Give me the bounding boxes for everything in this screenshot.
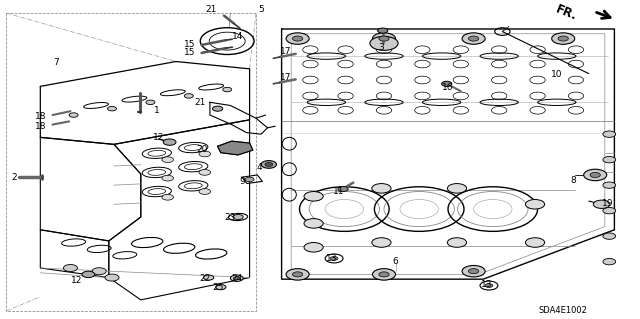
Circle shape [199,151,211,157]
Text: 18: 18 [35,112,46,121]
Circle shape [462,265,485,277]
Circle shape [265,162,273,166]
Polygon shape [218,141,253,155]
Circle shape [162,175,173,181]
Circle shape [204,275,214,280]
Circle shape [442,81,452,86]
Circle shape [379,36,389,41]
Text: 4: 4 [257,163,262,172]
Circle shape [525,199,545,209]
Circle shape [304,219,323,228]
Text: 17: 17 [280,73,292,82]
Text: 24: 24 [231,274,243,283]
Circle shape [63,264,77,271]
Circle shape [162,194,173,200]
Circle shape [286,269,309,280]
Circle shape [378,28,388,33]
Text: 9: 9 [239,177,244,187]
Text: 23: 23 [225,212,236,221]
Circle shape [245,177,254,182]
Text: 12: 12 [71,276,83,285]
Text: 10: 10 [551,70,563,79]
Text: 22: 22 [199,274,211,283]
Text: 12: 12 [153,133,164,143]
Circle shape [223,87,232,92]
Circle shape [603,157,616,163]
Circle shape [233,214,243,219]
Circle shape [261,161,276,168]
Circle shape [304,191,323,201]
Text: 15: 15 [184,48,195,57]
Circle shape [108,107,116,111]
Text: SDA4E1002: SDA4E1002 [539,306,588,315]
Text: 21: 21 [195,98,206,107]
Circle shape [292,36,303,41]
Circle shape [216,285,226,290]
Circle shape [69,113,78,117]
Circle shape [370,36,398,50]
Text: 20: 20 [196,145,208,154]
Text: 13: 13 [326,254,337,263]
Circle shape [230,275,243,281]
Circle shape [603,233,616,239]
Circle shape [468,36,479,41]
Text: 19: 19 [602,199,614,208]
Text: 15: 15 [184,40,195,49]
Text: 11: 11 [333,187,345,196]
Circle shape [603,258,616,265]
Circle shape [558,36,568,41]
Circle shape [372,33,396,44]
Circle shape [338,186,348,191]
Circle shape [584,169,607,181]
Circle shape [234,277,240,280]
Circle shape [163,139,176,145]
Circle shape [468,269,479,274]
Circle shape [286,33,309,44]
Text: 16: 16 [442,83,454,92]
Circle shape [525,238,545,247]
Circle shape [146,100,155,105]
Text: 14: 14 [232,32,244,41]
Text: 8: 8 [570,176,575,185]
Circle shape [330,256,338,260]
Text: FR.: FR. [554,3,579,23]
Circle shape [199,169,211,175]
Circle shape [485,284,493,287]
Text: 7: 7 [54,58,59,67]
Circle shape [212,106,223,111]
Text: 2: 2 [12,173,17,182]
Text: 25: 25 [212,283,223,292]
Circle shape [372,183,391,193]
Circle shape [304,242,323,252]
Circle shape [590,172,600,177]
Circle shape [603,131,616,137]
Circle shape [447,183,467,193]
Circle shape [372,238,391,247]
Circle shape [82,271,95,278]
Text: 21: 21 [205,5,217,14]
Text: 6: 6 [393,257,398,266]
Circle shape [552,33,575,44]
Circle shape [603,207,616,214]
Circle shape [593,200,610,208]
Circle shape [462,33,485,44]
Text: 1: 1 [154,106,159,115]
Circle shape [105,274,119,281]
Circle shape [603,182,616,188]
Text: 18: 18 [35,122,46,131]
Text: 3: 3 [378,43,383,52]
Circle shape [379,272,389,277]
Text: 13: 13 [481,280,492,289]
Circle shape [372,269,396,280]
Text: 5: 5 [259,5,264,14]
Circle shape [92,268,106,275]
Circle shape [199,189,211,194]
Circle shape [162,157,173,162]
Circle shape [184,94,193,98]
Circle shape [292,272,303,277]
Circle shape [447,238,467,247]
Text: 17: 17 [280,48,292,56]
